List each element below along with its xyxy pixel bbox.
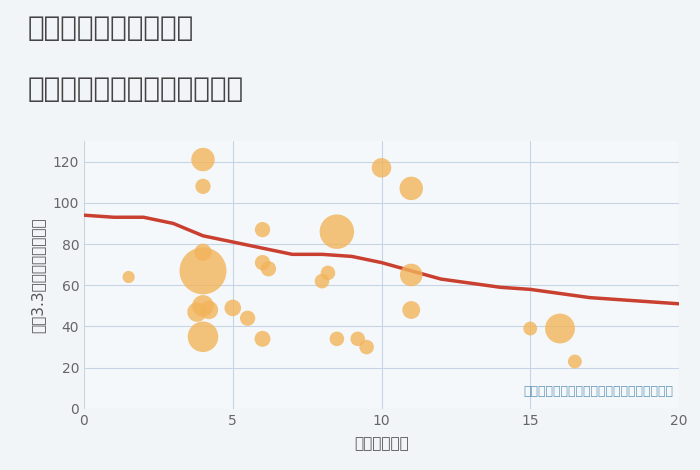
Point [376,164,387,172]
Point [227,304,238,312]
X-axis label: 駅距離（分）: 駅距離（分） [354,436,409,451]
Point [197,302,209,310]
Point [197,249,209,256]
Text: 駅距離別中古マンション価格: 駅距離別中古マンション価格 [28,75,244,103]
Text: 円の大きさは、取引のあった物件面積を示す: 円の大きさは、取引のあった物件面積を示す [523,385,673,398]
Point [331,335,342,343]
Point [197,267,209,274]
Point [554,325,566,332]
Point [203,306,214,314]
Point [257,335,268,343]
Point [192,308,203,316]
Point [569,358,580,365]
Point [525,325,536,332]
Y-axis label: 坪（3.3㎡）単価（万円）: 坪（3.3㎡）単価（万円） [31,217,46,333]
Point [197,333,209,341]
Point [316,277,328,285]
Point [322,269,333,277]
Point [242,314,253,322]
Point [352,335,363,343]
Point [197,182,209,190]
Point [263,265,274,273]
Point [406,185,417,192]
Point [257,259,268,266]
Point [406,271,417,279]
Point [257,226,268,234]
Point [123,273,134,281]
Point [361,343,372,351]
Point [406,306,417,314]
Point [197,156,209,163]
Text: 奈良県奈良市赤膚町の: 奈良県奈良市赤膚町の [28,14,195,42]
Point [331,228,342,235]
